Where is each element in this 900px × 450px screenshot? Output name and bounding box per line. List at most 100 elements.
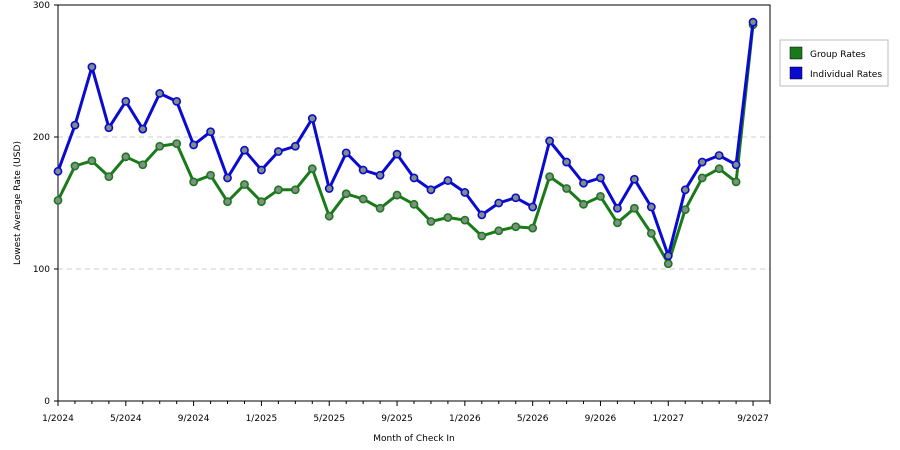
data-point-individual [409, 173, 419, 183]
data-point-individual [104, 123, 114, 133]
x-tick-label: 1/2025 [246, 414, 278, 424]
data-point-group [70, 161, 80, 171]
data-point-group [629, 203, 639, 213]
data-point-group [596, 191, 605, 201]
axes: 0 100 200 300 1/2024 5/2024 9/2024 1/2025 5/2025… [33, 1, 771, 424]
grid [58, 136, 770, 270]
data-point-group [290, 185, 300, 195]
data-point-individual [613, 203, 622, 213]
data-point-individual [494, 198, 504, 208]
y-tick-label: 0 [44, 397, 50, 407]
data-point-individual [562, 157, 571, 167]
data-point-group [341, 189, 351, 199]
data-point-individual [189, 140, 199, 150]
x-tick-label: 9/2025 [381, 414, 413, 424]
data-point-group [697, 173, 707, 183]
data-point-individual [426, 185, 436, 195]
data-point-group [426, 217, 436, 226]
data-point-group [494, 226, 504, 236]
data-point-individual [70, 120, 80, 130]
data-point-individual [714, 151, 724, 160]
data-point-group [409, 199, 419, 209]
data-point-individual [663, 251, 673, 261]
data-point-group [545, 172, 555, 181]
x-tick-label: 9/2027 [737, 414, 769, 424]
data-point-individual [223, 173, 232, 183]
data-point-individual [392, 149, 402, 159]
data-point-individual [545, 136, 555, 146]
data-point-group [358, 194, 368, 204]
data-point-individual [528, 202, 538, 212]
data-point-individual [121, 96, 131, 106]
data-point-group [121, 152, 131, 162]
y-tick-label: 100 [33, 265, 50, 275]
data-point-group [579, 199, 588, 209]
y-tick-label: 200 [33, 133, 50, 143]
data-point-individual [138, 124, 148, 134]
data-point-group [138, 160, 148, 170]
data-point-group [172, 139, 182, 148]
x-tick-label: 5/2025 [313, 414, 345, 424]
data-point-group [206, 170, 215, 180]
data-point-group [223, 197, 232, 207]
data-point-group [562, 184, 571, 193]
data-point-group [189, 177, 199, 187]
x-tick-label: 1/2024 [42, 414, 74, 424]
data-point-individual [460, 188, 470, 197]
data-point-group [511, 222, 521, 232]
data-point-individual [511, 193, 521, 203]
data-point-group [731, 177, 741, 187]
legend: Group Rates Individual Rates [779, 39, 889, 87]
data-point-group [460, 215, 470, 225]
data-point-individual [172, 96, 182, 106]
data-point-individual [375, 170, 385, 180]
data-point-individual [697, 157, 707, 167]
data-point-individual [731, 160, 741, 170]
legend-label-group: Group Rates [810, 50, 866, 60]
data-point-group [663, 259, 673, 269]
data-point-individual [579, 178, 588, 188]
data-point-individual [596, 173, 605, 183]
data-point-individual [273, 147, 283, 156]
series-line-individual [56, 22, 755, 258]
x-tick-label: 5/2024 [110, 414, 142, 424]
legend-swatch-individual [789, 66, 803, 80]
y-tick-label: 300 [33, 1, 50, 11]
data-point-individual [257, 165, 266, 175]
data-point-individual [646, 202, 656, 212]
data-point-individual [53, 166, 63, 176]
data-point-group [53, 195, 63, 205]
data-point-individual [240, 145, 249, 155]
data-point-individual [477, 210, 487, 220]
data-point-group [613, 218, 622, 228]
x-tick-label: 9/2024 [178, 414, 210, 424]
data-point-group [257, 197, 266, 207]
legend-label-individual: Individual Rates [810, 70, 882, 80]
data-point-group [443, 213, 453, 222]
data-point-individual [443, 176, 453, 185]
data-point-individual [324, 184, 334, 193]
data-point-group [528, 223, 538, 233]
data-point-group [646, 228, 656, 238]
data-point-individual [748, 17, 758, 27]
data-point-group [155, 141, 165, 151]
data-point-individual [358, 165, 368, 175]
x-tick-label: 1/2027 [652, 414, 684, 424]
data-point-group [477, 231, 487, 241]
data-point-group [87, 156, 97, 166]
series-layer [53, 17, 758, 269]
data-point-individual [680, 185, 690, 195]
data-point-group [104, 172, 114, 181]
data-point-group [680, 205, 690, 214]
data-point-group [273, 185, 283, 195]
data-point-individual [290, 141, 300, 151]
legend-swatch-group [789, 46, 803, 60]
data-point-group [240, 180, 249, 189]
data-point-individual [341, 148, 351, 158]
x-axis-title: Month of Check In [373, 434, 455, 444]
data-point-individual [629, 174, 639, 184]
data-point-group [324, 211, 334, 221]
data-point-group [375, 203, 385, 213]
data-point-individual [206, 127, 215, 137]
